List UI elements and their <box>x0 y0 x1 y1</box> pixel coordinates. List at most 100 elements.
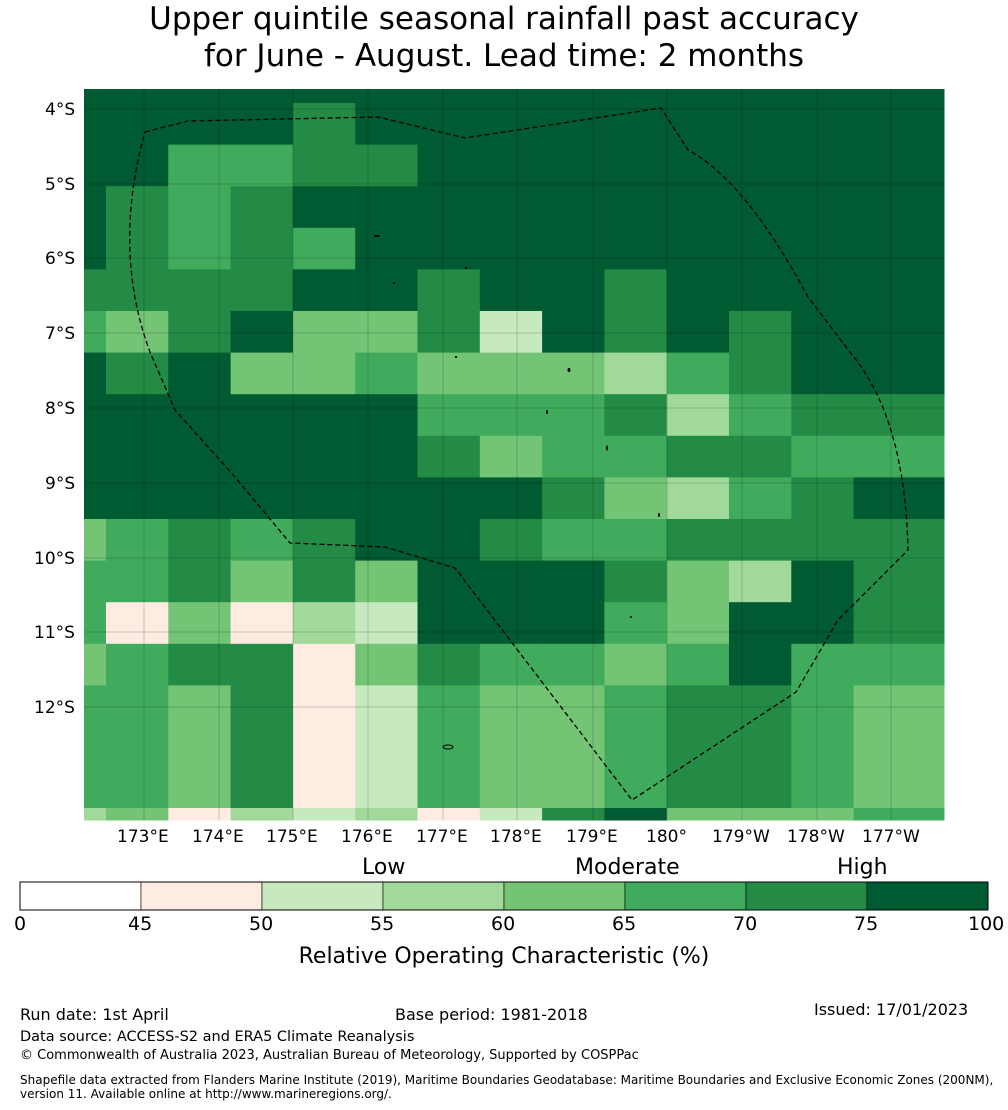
lon-label: 173°E <box>117 827 169 847</box>
grid-cell <box>355 560 418 603</box>
grid-cell <box>604 519 668 562</box>
lon-label: 178°E <box>490 827 542 847</box>
grid-cell <box>791 394 855 437</box>
colorbar-tick-label: 55 <box>370 913 395 935</box>
grid-cell <box>604 269 668 312</box>
lon-label: 176°E <box>341 827 393 847</box>
island-marker <box>454 356 458 358</box>
grid-cell <box>479 89 543 104</box>
grid-cell <box>106 477 169 520</box>
lon-label: 179°E <box>566 827 618 847</box>
grid-cell <box>292 311 356 354</box>
grid-cell <box>84 477 107 520</box>
grid-cell <box>355 352 418 395</box>
grid-cell <box>853 519 945 562</box>
grid-cell <box>106 186 169 229</box>
grid-cell <box>417 311 481 354</box>
grid-cell <box>853 227 945 270</box>
grid-cell <box>106 89 169 104</box>
grid-cell <box>168 352 232 395</box>
grid-cell <box>168 394 232 437</box>
grid-cell <box>355 144 418 187</box>
grid-cell <box>230 808 294 821</box>
grid-cell <box>106 269 169 312</box>
grid-cell <box>168 89 232 104</box>
grid-cell <box>604 89 668 104</box>
lon-label: 177°W <box>862 827 920 847</box>
grid-cell <box>292 519 356 562</box>
grid-cell <box>106 144 169 187</box>
grid-cell <box>479 311 543 354</box>
grid-cell <box>729 808 792 821</box>
grid-cell <box>729 685 792 809</box>
grid-cell <box>729 560 792 603</box>
colorbar-segment <box>503 881 626 911</box>
grid-cell <box>84 602 107 645</box>
grid-cell <box>604 227 668 270</box>
grid-cell <box>230 394 294 437</box>
grid-cell <box>479 602 543 645</box>
colorbar-segment <box>261 881 384 911</box>
grid-cell <box>853 89 945 104</box>
lat-label: 11°S <box>34 623 75 643</box>
grid-cell <box>542 352 605 395</box>
grid-cell <box>729 394 792 437</box>
grid-cell <box>417 643 481 686</box>
lat-label: 4°S <box>45 100 76 120</box>
island-marker <box>442 744 454 750</box>
grid-cell <box>292 685 356 809</box>
grid-cell <box>791 352 855 395</box>
grid-cell <box>853 808 945 821</box>
grid-cell <box>666 269 730 312</box>
grid-cell <box>666 227 730 270</box>
eez-boundary-line <box>129 107 909 801</box>
grid-cell <box>355 394 418 437</box>
grid-cell <box>666 602 730 645</box>
grid-cell <box>666 560 730 603</box>
grid-cell <box>853 186 945 229</box>
grid-cell <box>791 602 855 645</box>
grid-cell <box>106 643 169 686</box>
grid-cell <box>106 227 169 270</box>
grid-cell <box>853 394 945 437</box>
lon-label: 180° <box>646 827 687 847</box>
grid-cell <box>355 311 418 354</box>
colorbar-tick-label: 50 <box>249 913 274 935</box>
lon-label: 175°E <box>266 827 318 847</box>
grid-cell <box>417 144 481 187</box>
grid-cell <box>84 435 107 478</box>
grid-cell <box>542 89 605 104</box>
data-source: Data source: ACCESS-S2 and ERA5 Climate … <box>20 1029 415 1045</box>
grid-cell <box>729 186 792 229</box>
grid-cell <box>542 808 605 821</box>
grid-cell <box>168 144 232 187</box>
grid-cell <box>542 269 605 312</box>
lat-label: 5°S <box>45 175 76 195</box>
grid-cell <box>729 311 792 354</box>
grid-cell <box>292 144 356 187</box>
grid-cell <box>106 602 169 645</box>
grid-cell <box>355 89 418 104</box>
grid-cell <box>542 435 605 478</box>
islands <box>374 235 660 750</box>
grid-cell <box>230 103 294 146</box>
grid-cell <box>729 103 792 146</box>
grid-cell <box>106 311 169 354</box>
grid-cell <box>106 103 169 146</box>
grid-cell <box>292 643 356 686</box>
map-figure <box>19 89 989 911</box>
grid-cell <box>604 311 668 354</box>
island-marker <box>630 616 632 618</box>
colorbar-tick-label: 60 <box>491 913 516 935</box>
colorbar-segment <box>19 881 142 911</box>
grid-cell <box>791 808 855 821</box>
grid-cell <box>355 643 418 686</box>
grid-cell <box>666 519 730 562</box>
map-title-line-2: for June - August. Lead time: 2 months <box>203 38 805 74</box>
grid-cell <box>479 103 543 146</box>
grid-cell <box>542 394 605 437</box>
lat-label: 10°S <box>34 549 75 569</box>
grid-cell <box>84 352 107 395</box>
grid-cell <box>417 269 481 312</box>
grid-cell <box>853 477 945 520</box>
